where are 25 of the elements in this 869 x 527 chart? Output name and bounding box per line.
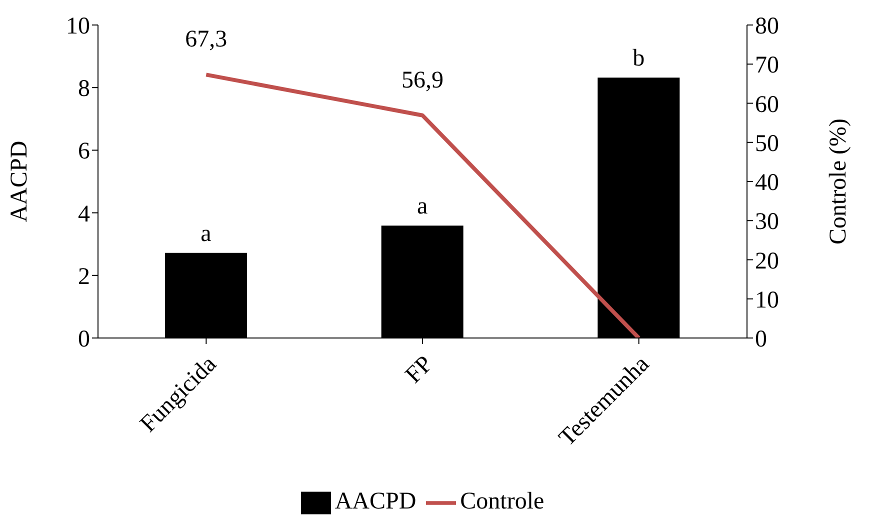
- data-label: 56,9: [402, 67, 444, 94]
- y2-tick-label: 40: [755, 170, 779, 196]
- x-tick-label: FP: [400, 351, 438, 388]
- data-label: 67,3: [185, 26, 228, 53]
- y-tick-label: 8: [78, 76, 90, 102]
- y2-tick-label: 60: [755, 92, 779, 118]
- y2-tick-label: 0: [755, 326, 767, 353]
- legend-label: Controle: [460, 488, 544, 515]
- y-tick-label: 6: [78, 138, 90, 165]
- y2-tick-label: 50: [755, 130, 779, 157]
- y-tick-label: 2: [78, 264, 90, 290]
- y-axis-title: AACPD: [6, 140, 33, 222]
- y2-tick-label: 10: [755, 287, 779, 314]
- data-label: a: [200, 220, 212, 247]
- y-tick-label: 0: [78, 326, 90, 353]
- y-tick-label: 10: [66, 14, 90, 40]
- y2-tick-label: 30: [755, 209, 779, 236]
- legend-label: AACPD: [334, 488, 416, 515]
- y2-tick-label: 80: [755, 14, 779, 40]
- y2-tick-label: 20: [755, 248, 779, 274]
- data-label: b: [632, 46, 645, 72]
- y-tick-label: 4: [78, 201, 90, 228]
- y2-tick-label: 70: [755, 52, 779, 79]
- y2-axis-title: Controle (%): [826, 118, 852, 244]
- data-label: a: [417, 194, 428, 220]
